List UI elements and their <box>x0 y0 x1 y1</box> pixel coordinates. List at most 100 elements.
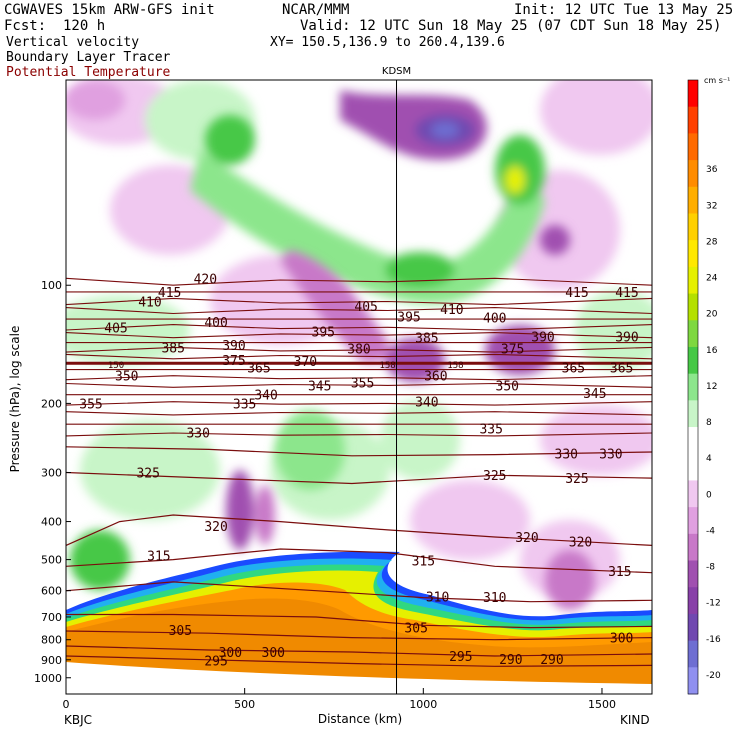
theta-label: 158 <box>447 361 463 371</box>
plot-frame <box>65 79 653 695</box>
colorbar-swatch <box>688 533 698 562</box>
theta-label: 355 <box>351 377 374 392</box>
colorbar-swatch <box>688 266 698 295</box>
colorbar-swatch <box>688 373 698 401</box>
colorbar-swatch <box>688 160 698 188</box>
theta-label: 320 <box>515 531 538 546</box>
colorbar-tick-label: 12 <box>706 382 717 392</box>
colorbar-tick-label: 16 <box>706 346 718 356</box>
theta-label: 310 <box>426 590 449 605</box>
theta-label: 305 <box>404 622 427 637</box>
y-tick-label: 900 <box>41 654 62 667</box>
theta-label: 330 <box>599 447 622 462</box>
colorbar-unit: cm s⁻¹ <box>704 76 730 85</box>
colorbar-swatch <box>688 507 698 535</box>
theta-contour <box>66 382 652 388</box>
theta-label: 390 <box>222 339 245 354</box>
theta-contour <box>66 277 652 286</box>
colorbar-swatch <box>688 293 698 321</box>
theta-label: 400 <box>204 316 227 331</box>
theta-contour <box>66 630 652 641</box>
theta-label: 350 <box>496 379 519 394</box>
theta-contour <box>66 401 652 406</box>
y-tick-label: 100 <box>41 279 62 292</box>
y-tick-label: 800 <box>41 634 62 647</box>
colorbar: cm s⁻¹ 36 32 28 24 20 16 12 8 4 0 -4 -8 -12 -16 -20 <box>687 76 730 695</box>
theta-label: 325 <box>136 467 159 482</box>
theta-label: 395 <box>397 310 420 325</box>
theta-label: 320 <box>569 536 592 551</box>
colorbar-tick-label: 0 <box>706 490 712 500</box>
colorbar-tick-label: -8 <box>706 563 715 573</box>
theta-label: 395 <box>312 325 335 340</box>
theta-label: 315 <box>412 554 435 569</box>
theta-contour <box>66 297 652 306</box>
theta-contour <box>66 346 652 353</box>
theta-contour <box>66 581 652 603</box>
y-tick-label: 1000 <box>34 672 62 685</box>
field-potential-temperature: Potential Temperature <box>6 65 171 80</box>
colorbar-swatch <box>688 320 698 348</box>
colorbar-swatch <box>688 667 698 695</box>
colorbar-tick-label: -16 <box>706 635 721 645</box>
cross-section-coordinates: XY= 150.5,136.9 to 260.4,139.6 <box>270 35 505 50</box>
theta-label: 410 <box>138 295 161 310</box>
center-label: NCAR/MMM <box>282 2 350 18</box>
theta-contour <box>66 432 652 437</box>
right-endpoint-label: KIND <box>620 713 650 727</box>
theta-label: 355 <box>79 397 102 412</box>
model-title: CGWAVES 15km ARW-GFS init <box>4 2 215 18</box>
colorbar-swatch <box>688 613 698 642</box>
theta-label: 400 <box>483 312 506 327</box>
colorbar-tick-label: 4 <box>706 454 712 464</box>
colorbar-swatch <box>688 186 698 214</box>
colorbar-swatch <box>688 106 698 134</box>
theta-label: 405 <box>104 321 127 336</box>
theta-contour <box>66 332 652 339</box>
theta-label: 380 <box>347 343 370 358</box>
theta-contour <box>66 645 652 657</box>
theta-label: 385 <box>415 332 438 347</box>
y-tick-label: 200 <box>41 397 62 410</box>
theta-label: 415 <box>615 286 638 301</box>
theta-label: 310 <box>483 591 506 606</box>
theta-label: 340 <box>254 389 277 404</box>
theta-contour <box>66 471 652 485</box>
colorbar-tick-label: 8 <box>706 418 712 428</box>
y-tick-label: 700 <box>41 611 62 624</box>
colorbar-swatch <box>688 346 698 375</box>
colorbar-tick-label: 36 <box>706 165 718 175</box>
theta-label: 300 <box>262 646 285 661</box>
x-tick-label: 1500 <box>588 698 616 711</box>
theta-contour <box>66 655 652 667</box>
theta-label: 305 <box>169 624 192 639</box>
station-marker-label: KDSM <box>382 66 411 77</box>
theta-label: 330 <box>555 447 578 462</box>
theta-label: 315 <box>147 549 170 564</box>
init-time: Init: 12 UTC Tue 13 May 25 <box>514 2 734 18</box>
x-tick-label: 500 <box>234 698 255 711</box>
theta-label: 375 <box>501 343 524 358</box>
theta-contour <box>66 353 652 360</box>
theta-contour <box>66 613 652 629</box>
colorbar-tick-label: 24 <box>706 274 718 284</box>
theta-label: 420 <box>194 272 217 287</box>
colorbar-swatch <box>688 560 698 588</box>
theta-label: 415 <box>158 286 181 301</box>
theta-label: 360 <box>424 370 447 385</box>
theta-label: 350 <box>115 370 138 385</box>
theta-label: 340 <box>415 396 438 411</box>
theta-contour <box>66 446 652 457</box>
theta-label: 325 <box>565 472 588 487</box>
colorbar-swatch <box>688 480 698 508</box>
colorbar-tick-label: -12 <box>706 599 721 609</box>
theta-label: 365 <box>562 361 585 376</box>
colorbar-tick-label: -4 <box>706 526 715 536</box>
y-tick-label: 600 <box>41 585 62 598</box>
theta-label: 335 <box>233 397 256 412</box>
x-tick-label: 1000 <box>409 698 437 711</box>
theta-label: 290 <box>499 653 522 668</box>
colorbar-tick-label: 32 <box>706 201 717 211</box>
colorbar-tick-label: 20 <box>706 310 718 320</box>
theta-label: 335 <box>479 423 502 438</box>
